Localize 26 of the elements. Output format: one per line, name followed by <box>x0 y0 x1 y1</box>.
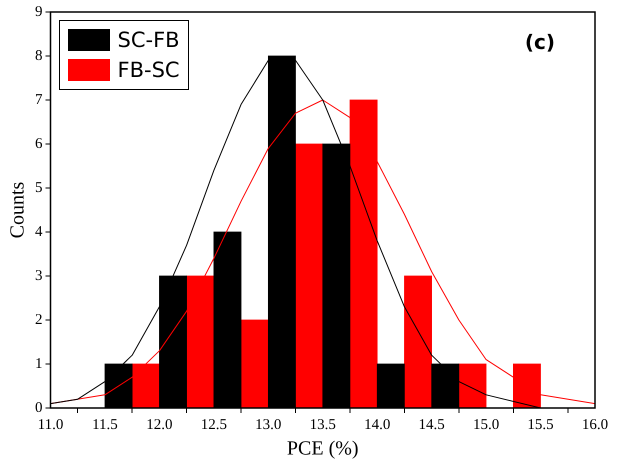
legend-label: SC-FB <box>118 27 180 54</box>
y-axis-title: Counts <box>6 181 28 238</box>
y-tick-label: 3 <box>35 268 42 284</box>
x-tick-label: 15.5 <box>527 416 554 433</box>
x-tick-label: 12.5 <box>200 416 227 433</box>
y-tick-label: 7 <box>35 92 43 108</box>
y-tick-label: 0 <box>35 400 42 416</box>
y-tick-label: 2 <box>35 312 42 328</box>
x-tick-label: 11.0 <box>38 416 64 433</box>
x-tick-label: 15.0 <box>472 416 500 433</box>
legend-label: FB-SC <box>118 57 180 84</box>
y-tick-label: 1 <box>35 356 42 372</box>
x-tick-label: 16.0 <box>582 416 608 433</box>
x-tick-label: 13.5 <box>310 416 336 433</box>
y-tick-label: 5 <box>35 180 42 196</box>
y-tick-label: 8 <box>35 48 42 64</box>
y-tick-label: 4 <box>35 224 43 240</box>
y-tick-label: 6 <box>35 136 43 152</box>
annotation: (c) <box>524 30 555 54</box>
x-tick-label: 14.5 <box>418 416 445 433</box>
x-tick-label: 14.0 <box>364 416 390 433</box>
x-axis-title: PCE (%) <box>286 437 359 460</box>
x-tick-label: 12.0 <box>146 416 173 433</box>
y-tick-label: 9 <box>35 4 42 20</box>
x-tick-label: 13.0 <box>255 416 282 433</box>
x-tick-label: 11.5 <box>92 416 118 433</box>
